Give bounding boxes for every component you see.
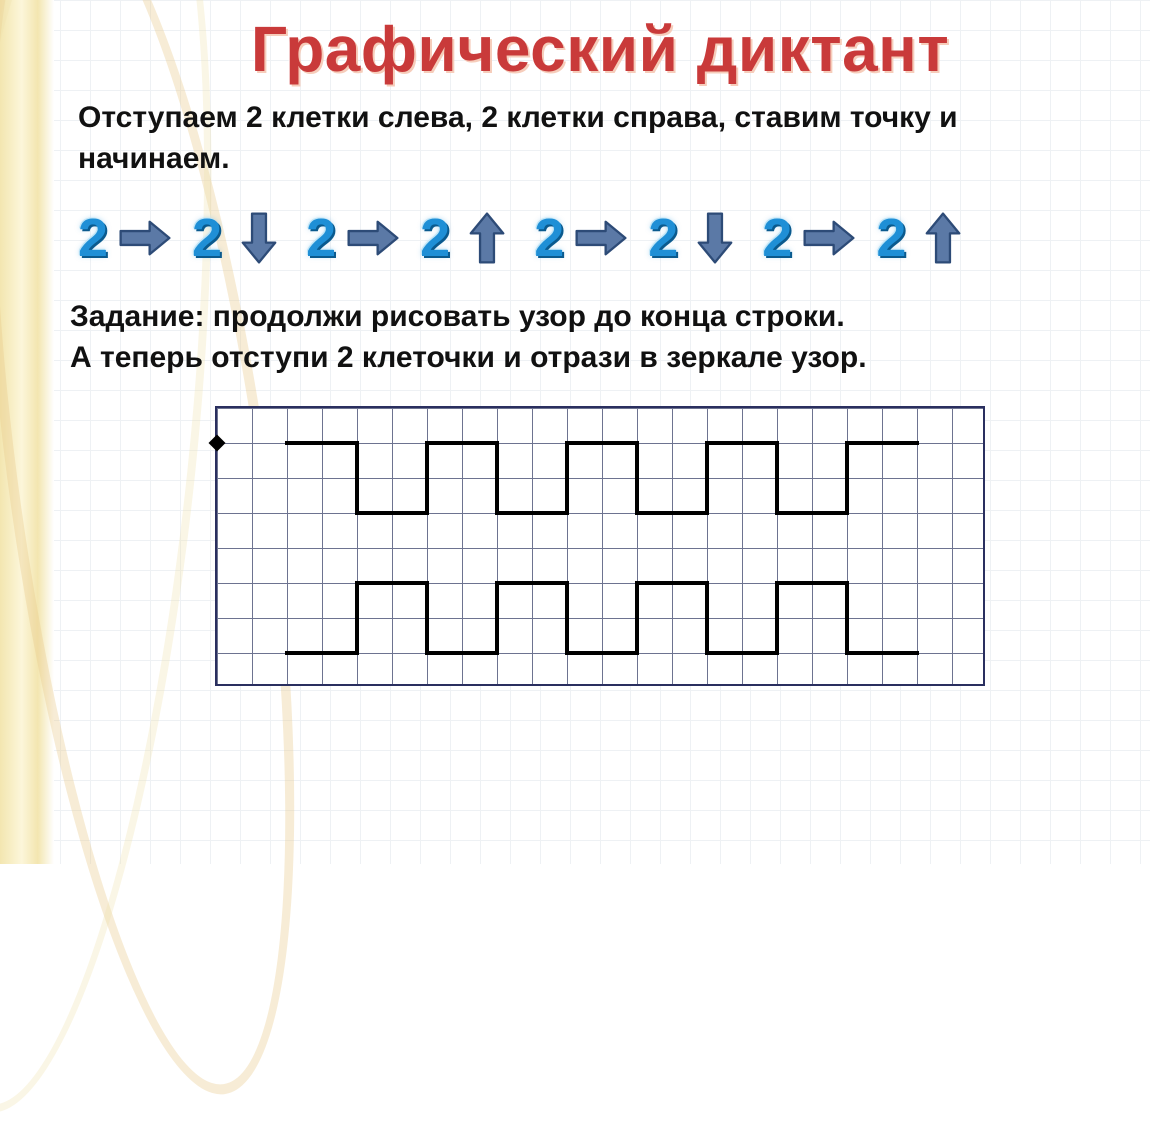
step-count: 2 <box>876 207 906 269</box>
step-count: 2 <box>534 207 564 269</box>
step-0: 2 <box>78 207 174 269</box>
step-count: 2 <box>762 207 792 269</box>
step-7: 2 <box>876 207 972 269</box>
step-4: 2 <box>534 207 630 269</box>
intro-text: Отступаем 2 клетки слева, 2 клетки справ… <box>78 98 1078 179</box>
task-text: Задание: продолжи рисовать узор до конца… <box>70 297 1070 378</box>
steps-sequence: 2 2 2 2 2 2 2 2 <box>70 207 1130 269</box>
page-title: Графический диктант <box>70 12 1130 86</box>
arrow-right-icon <box>344 209 402 267</box>
step-1: 2 <box>192 207 288 269</box>
slide-content: Графический диктант Отступаем 2 клетки с… <box>70 12 1130 852</box>
arrow-up-icon <box>914 209 972 267</box>
step-3: 2 <box>420 207 516 269</box>
step-count: 2 <box>420 207 450 269</box>
step-count: 2 <box>306 207 336 269</box>
step-6: 2 <box>762 207 858 269</box>
pattern_top <box>287 443 917 513</box>
decorative-left-border <box>0 0 54 864</box>
pattern-grid-wrap <box>215 406 985 686</box>
arrow-right-icon <box>800 209 858 267</box>
arrow-down-icon <box>686 209 744 267</box>
arrow-down-icon <box>230 209 288 267</box>
step-count: 2 <box>192 207 222 269</box>
step-count: 2 <box>648 207 678 269</box>
arrow-right-icon <box>116 209 174 267</box>
step-5: 2 <box>648 207 744 269</box>
step-count: 2 <box>78 207 108 269</box>
pattern-svg <box>217 408 987 688</box>
task-line-2: А теперь отступи 2 клеточки и отрази в з… <box>70 341 867 374</box>
pattern-grid <box>215 406 985 686</box>
arrow-right-icon <box>572 209 630 267</box>
arrow-up-icon <box>458 209 516 267</box>
pattern_bottom <box>287 583 917 653</box>
task-line-1: Задание: продолжи рисовать узор до конца… <box>70 300 845 333</box>
step-2: 2 <box>306 207 402 269</box>
